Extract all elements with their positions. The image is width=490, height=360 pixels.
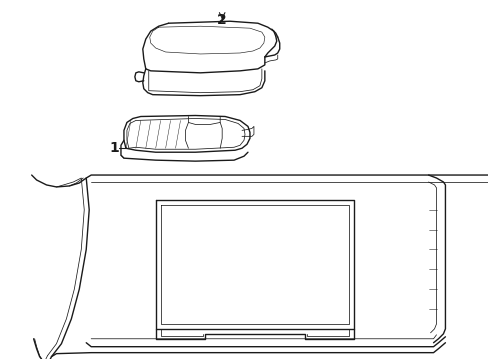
Text: 2: 2 [217,13,227,27]
Text: 1: 1 [109,141,119,155]
